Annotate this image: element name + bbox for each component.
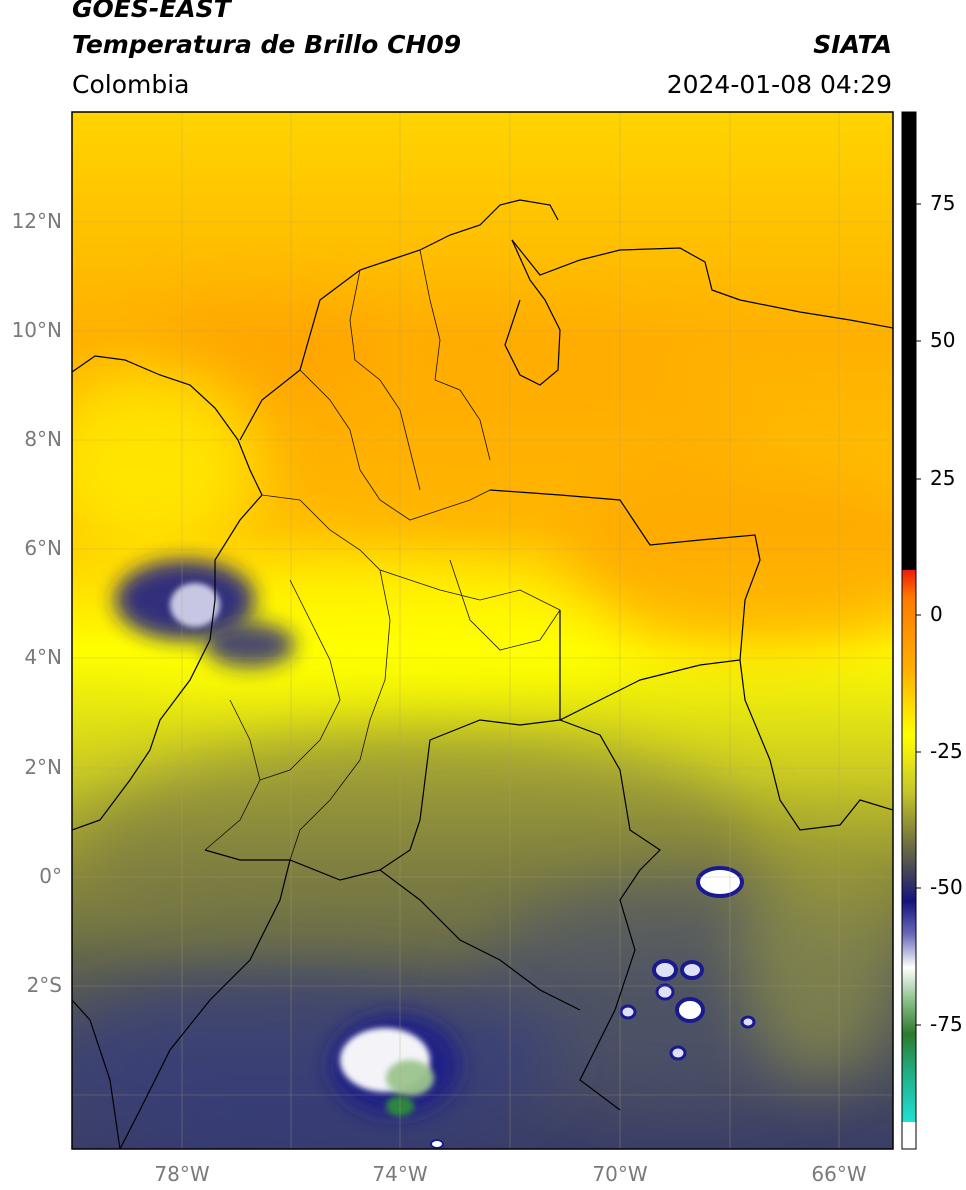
colorbar-tick-0: 0 bbox=[930, 602, 943, 626]
colorbar-tick-minus-25: -25 bbox=[930, 739, 963, 763]
timestamp-label: 2024-01-08 04:29 bbox=[666, 70, 892, 99]
lon-tick-78w: 78°W bbox=[154, 1162, 210, 1186]
colorbar-tick-minus-50: -50 bbox=[930, 875, 963, 899]
brightness-field bbox=[72, 112, 893, 1149]
lat-tick-8n: 8°N bbox=[24, 427, 62, 451]
colorbar-tick-25: 25 bbox=[930, 466, 956, 490]
lat-tick-6n: 6°N bbox=[24, 536, 62, 560]
department-borders bbox=[204, 249, 561, 861]
colorbar bbox=[901, 111, 921, 1150]
lat-tick-2n: 2°N bbox=[24, 755, 62, 779]
lon-tick-74w: 74°W bbox=[372, 1162, 428, 1186]
region-label: Colombia bbox=[72, 70, 190, 99]
product-title: Temperatura de Brillo CH09 bbox=[72, 30, 462, 59]
colorbar-tick-75: 75 bbox=[930, 191, 956, 215]
colorbar-tick-50: 50 bbox=[930, 328, 956, 352]
lat-tick-0: 0° bbox=[39, 864, 62, 888]
lat-tick-12n: 12°N bbox=[11, 209, 62, 233]
colorbar-tick-minus-75: -75 bbox=[930, 1012, 963, 1036]
lat-tick-2s: 2°S bbox=[26, 973, 62, 997]
brand-label: SIATA bbox=[813, 30, 892, 59]
lat-tick-4n: 4°N bbox=[24, 645, 62, 669]
lat-tick-10n: 10°N bbox=[11, 318, 62, 342]
lon-tick-70w: 70°W bbox=[592, 1162, 648, 1186]
map-grid bbox=[72, 112, 893, 1149]
lon-tick-66w: 66°W bbox=[811, 1162, 867, 1186]
map-frame bbox=[71, 111, 894, 1150]
satellite-title: GOES-EAST bbox=[72, 0, 231, 23]
